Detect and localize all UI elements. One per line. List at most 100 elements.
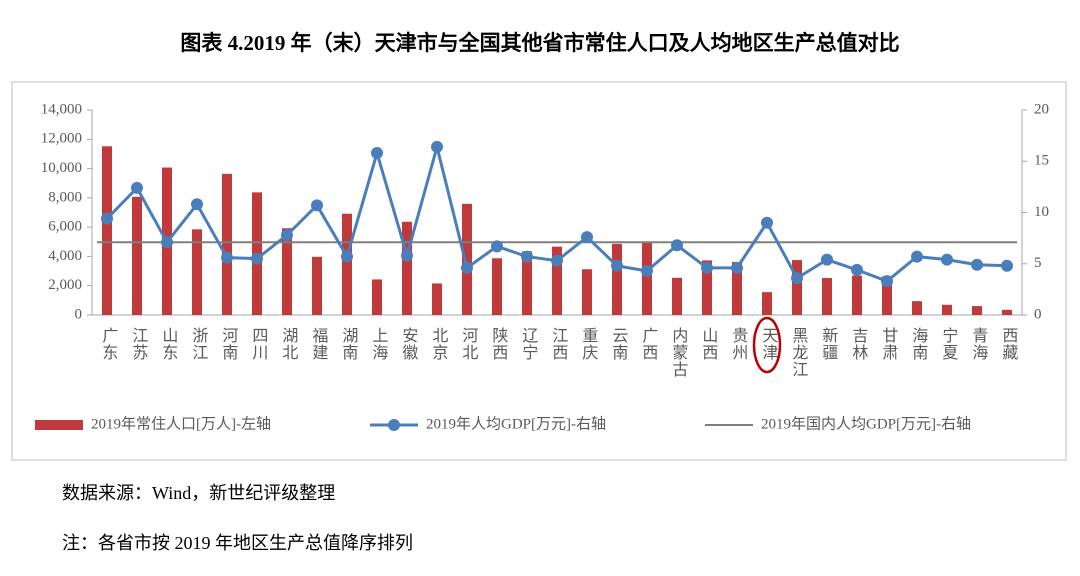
y-tick-label: 10,000 (41, 160, 82, 176)
marker (671, 239, 683, 252)
y-tick-label: 4,000 (48, 248, 82, 264)
marker (821, 253, 833, 266)
y2-tick-label: 10 (1034, 204, 1049, 220)
x-tick-label: 重庆 (579, 327, 598, 361)
bar (582, 269, 592, 315)
bar (282, 228, 292, 315)
marker (311, 199, 323, 212)
y2-tick-label: 5 (1034, 255, 1042, 271)
x-tick-label: 江苏 (129, 327, 148, 361)
x-tick-label: 云南 (609, 327, 628, 361)
x-tick-label: 浙江 (189, 327, 208, 361)
x-tick-label: 广西 (639, 327, 658, 361)
bar (222, 173, 232, 315)
bar (792, 260, 802, 315)
bar (642, 242, 652, 315)
marker (281, 229, 293, 242)
marker (851, 263, 863, 276)
bar (762, 292, 772, 315)
marker (191, 198, 203, 211)
bar (462, 203, 472, 315)
marker (371, 147, 383, 160)
x-tick-label: 吉林 (849, 327, 868, 361)
marker (491, 240, 503, 253)
marker (971, 258, 983, 271)
y-tick-label: 2,000 (48, 277, 82, 293)
bar (402, 221, 412, 315)
legend-marker (388, 419, 400, 431)
marker (701, 261, 713, 274)
bar (342, 213, 352, 315)
marker (581, 231, 593, 244)
bar (612, 243, 622, 315)
bar (882, 276, 892, 315)
y-tick-label: 6,000 (48, 219, 82, 235)
x-tick-label: 北京 (429, 327, 448, 361)
bar (432, 283, 442, 315)
marker (1001, 259, 1013, 272)
bar (312, 256, 322, 315)
x-tick-label: 新疆 (819, 327, 838, 361)
marker (161, 236, 173, 249)
x-tick-label: 湖南 (339, 327, 358, 361)
bar (372, 279, 382, 315)
x-tick-label: 内蒙古 (669, 327, 688, 378)
x-tick-label: 河南 (219, 327, 238, 361)
x-tick-label: 宁夏 (939, 327, 958, 361)
marker (101, 212, 113, 225)
x-tick-label: 山东 (159, 327, 177, 361)
y2-tick-label: 0 (1034, 306, 1042, 322)
x-tick-label: 广东 (99, 327, 118, 361)
chart-frame (11, 81, 1067, 461)
marker (521, 250, 533, 263)
x-tick-label: 贵州 (729, 327, 748, 361)
bar (1002, 309, 1012, 315)
bar (492, 258, 502, 315)
x-tick-label: 黑龙江 (789, 327, 808, 378)
marker (461, 261, 473, 274)
legend-swatch (35, 420, 83, 430)
bar (972, 306, 982, 315)
y-tick-label: 14,000 (41, 101, 82, 117)
y-tick-label: 8,000 (48, 189, 82, 205)
x-tick-label: 上海 (369, 327, 388, 361)
footnote: 注：各省市按 2019 年地区生产总值降序排列 (62, 533, 413, 553)
marker (221, 251, 233, 264)
x-tick-label: 安徽 (399, 327, 418, 361)
bar (732, 261, 742, 315)
bar (552, 246, 562, 315)
marker (431, 140, 443, 153)
bar (192, 229, 202, 315)
x-tick-label: 西藏 (999, 327, 1018, 361)
x-tick-label: 四川 (249, 327, 268, 361)
marker (911, 250, 923, 263)
chart-title: 图表 4.2019 年（末）天津市与全国其他省市常住人口及人均地区生产总值对比 (180, 31, 899, 55)
bar (522, 251, 532, 315)
x-tick-label: 辽宁 (519, 327, 538, 361)
marker (761, 216, 773, 229)
y2-tick-label: 15 (1034, 153, 1049, 169)
x-tick-label: 青海 (969, 327, 988, 361)
bar (852, 275, 862, 315)
legend-label: 2019年人均GDP[万元]-右轴 (426, 415, 606, 432)
bar (822, 278, 832, 315)
marker (131, 181, 143, 194)
x-tick-label: 山西 (699, 327, 718, 361)
x-tick-label: 湖北 (279, 327, 298, 361)
marker (731, 261, 743, 274)
marker (941, 253, 953, 266)
x-tick-label: 陕西 (489, 327, 508, 361)
bar (942, 304, 952, 315)
bar (102, 146, 112, 315)
marker (881, 275, 893, 288)
marker (641, 264, 653, 277)
bar (702, 260, 712, 315)
bar (132, 196, 142, 315)
marker (611, 259, 623, 272)
highlight-circle (752, 316, 782, 374)
x-tick-label: 河北 (459, 327, 478, 361)
marker (551, 254, 563, 267)
marker (791, 272, 803, 285)
x-tick-label: 天津 (759, 327, 778, 361)
